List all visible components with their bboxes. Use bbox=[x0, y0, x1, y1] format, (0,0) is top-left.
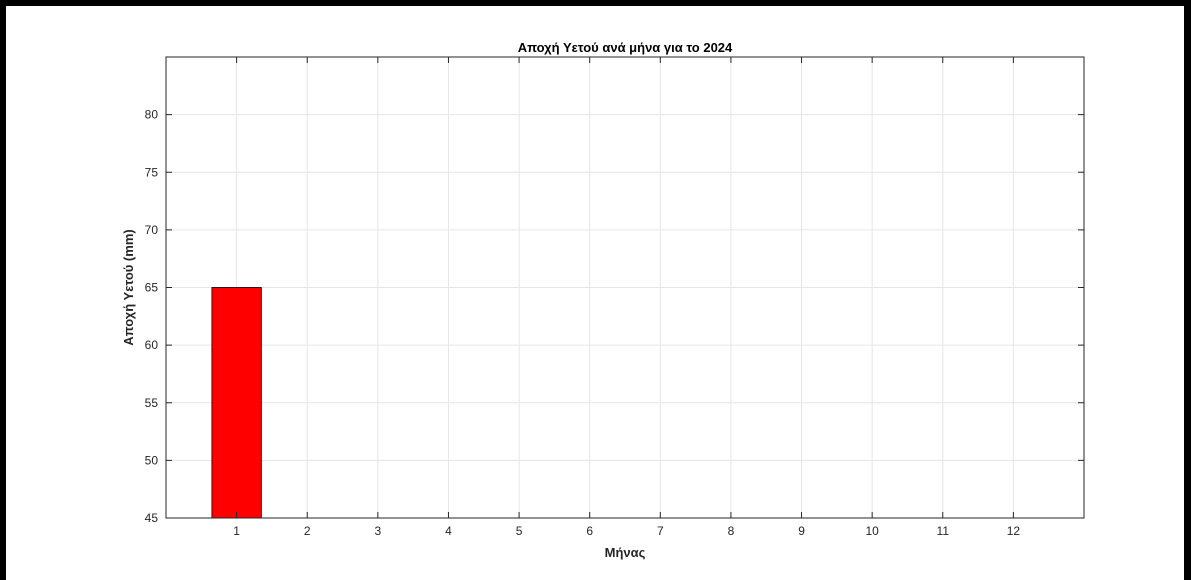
y-tick-label: 80 bbox=[145, 108, 159, 122]
y-axis-title: Αποχή Υετού (mm) bbox=[121, 229, 136, 345]
x-tick-label: 1 bbox=[233, 524, 240, 538]
x-axis-title: Μήνας bbox=[605, 545, 646, 560]
y-tick-label: 65 bbox=[145, 281, 159, 295]
y-tick-label: 55 bbox=[145, 396, 159, 410]
bars-layer bbox=[211, 287, 262, 519]
y-tick-label: 50 bbox=[145, 453, 159, 467]
chart-title: Αποχή Υετού ανά μήνα για το 2024 bbox=[518, 40, 733, 55]
x-tick-label: 2 bbox=[304, 524, 311, 538]
y-tick-label: 60 bbox=[145, 338, 159, 352]
grid-layer bbox=[166, 57, 1084, 519]
figure-window: 1 2 3 4 5 6 7 8 9 10 11 12 45 50 55 60 65 70 75 80 Αποχή Υε… bbox=[6, 6, 1184, 580]
x-tick-label: 11 bbox=[937, 524, 950, 538]
x-tick-label: 5 bbox=[516, 524, 523, 538]
x-tick-label: 3 bbox=[375, 524, 382, 538]
x-tick-label: 6 bbox=[586, 524, 593, 538]
y-tick-label: 45 bbox=[145, 511, 159, 525]
x-tick-label: 10 bbox=[865, 524, 879, 538]
y-tick-label: 70 bbox=[145, 223, 159, 237]
x-tick-label: 12 bbox=[1007, 524, 1021, 538]
bar-month-1 bbox=[211, 287, 262, 519]
x-tick-label: 8 bbox=[728, 524, 735, 538]
y-tick-label: 75 bbox=[145, 165, 159, 179]
axes-layer bbox=[165, 56, 1085, 519]
x-tick-label: 9 bbox=[798, 524, 805, 538]
x-tick-label: 4 bbox=[445, 524, 452, 538]
x-tick-label: 7 bbox=[657, 524, 664, 538]
